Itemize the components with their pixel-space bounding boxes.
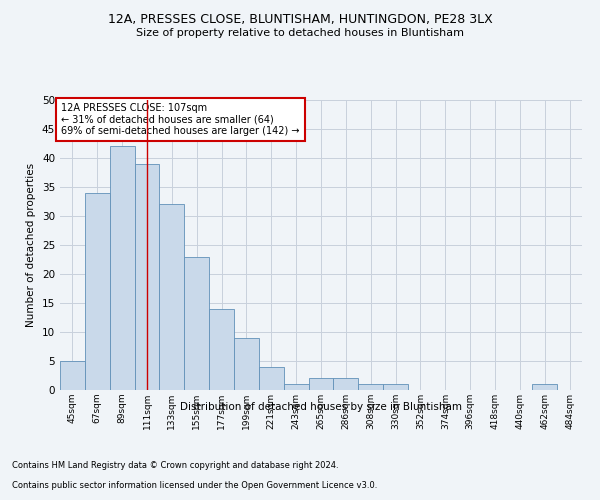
Bar bbox=[334, 378, 358, 390]
Bar bbox=[60, 361, 85, 390]
Y-axis label: Number of detached properties: Number of detached properties bbox=[26, 163, 37, 327]
Bar bbox=[358, 384, 383, 390]
Text: Contains public sector information licensed under the Open Government Licence v3: Contains public sector information licen… bbox=[12, 481, 377, 490]
Bar bbox=[259, 367, 284, 390]
Bar bbox=[308, 378, 334, 390]
Text: Size of property relative to detached houses in Bluntisham: Size of property relative to detached ho… bbox=[136, 28, 464, 38]
Bar bbox=[383, 384, 408, 390]
Bar bbox=[110, 146, 134, 390]
Bar bbox=[532, 384, 557, 390]
Bar bbox=[184, 256, 209, 390]
Text: 12A PRESSES CLOSE: 107sqm
← 31% of detached houses are smaller (64)
69% of semi-: 12A PRESSES CLOSE: 107sqm ← 31% of detac… bbox=[61, 103, 300, 136]
Text: 12A, PRESSES CLOSE, BLUNTISHAM, HUNTINGDON, PE28 3LX: 12A, PRESSES CLOSE, BLUNTISHAM, HUNTINGD… bbox=[107, 12, 493, 26]
Bar bbox=[134, 164, 160, 390]
Bar bbox=[160, 204, 184, 390]
Bar bbox=[234, 338, 259, 390]
Bar bbox=[284, 384, 308, 390]
Bar bbox=[85, 193, 110, 390]
Text: Contains HM Land Registry data © Crown copyright and database right 2024.: Contains HM Land Registry data © Crown c… bbox=[12, 461, 338, 470]
Bar bbox=[209, 309, 234, 390]
Text: Distribution of detached houses by size in Bluntisham: Distribution of detached houses by size … bbox=[180, 402, 462, 412]
